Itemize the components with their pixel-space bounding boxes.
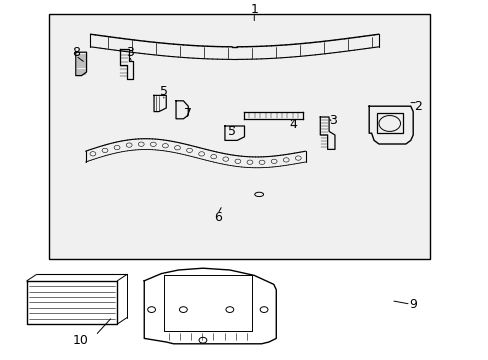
Bar — [376, 113, 403, 133]
Text: 10: 10 — [73, 334, 88, 347]
Text: 3: 3 — [125, 46, 133, 59]
Text: 4: 4 — [289, 118, 297, 131]
Text: 7: 7 — [184, 107, 192, 120]
Text: 1: 1 — [250, 3, 258, 15]
Text: 6: 6 — [213, 211, 221, 224]
Text: 8: 8 — [72, 46, 80, 59]
Text: 2: 2 — [413, 100, 421, 113]
FancyBboxPatch shape — [49, 14, 429, 259]
Text: 3: 3 — [328, 114, 336, 127]
Text: 5: 5 — [228, 125, 236, 138]
Text: 9: 9 — [408, 298, 416, 311]
Text: 5: 5 — [160, 85, 167, 98]
